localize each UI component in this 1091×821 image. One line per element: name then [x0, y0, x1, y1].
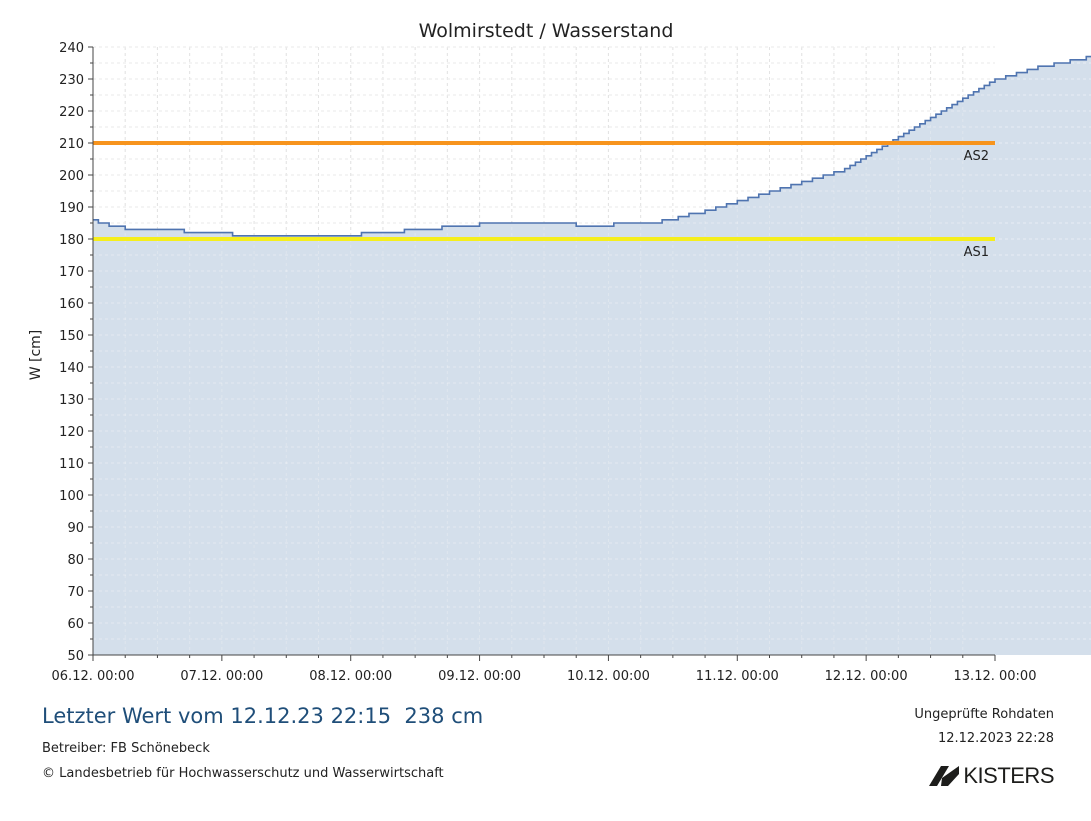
chart: Wolmirstedt / Wasserstand AS2 AS1 50 60 70 8… [28, 20, 1091, 684]
y-tick-label: 70 [67, 585, 84, 600]
x-tick-label: 10.12. 00:00 [567, 669, 650, 684]
operator-text: Betreiber: FB Schönebeck [42, 741, 210, 756]
y-tick-label: 230 [59, 73, 84, 88]
series-area [93, 46, 1091, 655]
chart-title: Wolmirstedt / Wasserstand [419, 20, 674, 42]
y-tick-label: 130 [59, 393, 84, 408]
x-tick-label: 13.12. 00:00 [954, 669, 1037, 684]
y-tick-label: 240 [59, 41, 84, 56]
y-tick-label: 140 [59, 361, 84, 376]
y-tick-label: 90 [67, 521, 84, 536]
y-tick-label: 210 [59, 137, 84, 152]
y-tick-label: 180 [59, 233, 84, 248]
x-tick-label: 12.12. 00:00 [825, 669, 908, 684]
y-tick-label: 50 [67, 649, 84, 664]
y-tick-label: 60 [67, 617, 84, 632]
series-fill [93, 56, 1091, 655]
y-tick-label: 150 [59, 329, 84, 344]
y-tick-label: 110 [59, 457, 84, 472]
y-tick-label: 190 [59, 201, 84, 216]
y-tick-label: 200 [59, 169, 84, 184]
threshold-label-as2: AS2 [964, 149, 989, 164]
threshold-lines: AS2 AS1 [93, 141, 995, 260]
x-tick-label: 11.12. 00:00 [696, 669, 779, 684]
axes: 50 60 70 80 90 100 110 120 130 140 150 160 170 180 190… [52, 41, 1037, 684]
y-tick-label: 170 [59, 265, 84, 280]
x-tick-label: 07.12. 00:00 [180, 669, 263, 684]
threshold-label-as1: AS1 [964, 245, 989, 260]
x-tick-label: 06.12. 00:00 [52, 669, 135, 684]
y-tick-label: 160 [59, 297, 84, 312]
latest-value-text: Letzter Wert vom 12.12.23 22:15 238 cm [42, 704, 484, 728]
y-tick-label: 80 [67, 553, 84, 568]
generated-timestamp: 12.12.2023 22:28 [937, 731, 1054, 746]
y-tick-label: 100 [59, 489, 84, 504]
x-tick-label: 08.12. 00:00 [309, 669, 392, 684]
copyright-text: © Landesbetrieb für Hochwasserschutz und… [42, 766, 444, 781]
x-tick-label: 09.12. 00:00 [438, 669, 521, 684]
y-axis-label: W [cm] [28, 330, 44, 381]
brand-name: KISTERS [963, 763, 1054, 788]
series-line [93, 55, 1091, 237]
y-tick-label: 120 [59, 425, 84, 440]
y-tick-label: 220 [59, 105, 84, 120]
raw-data-note: Ungeprüfte Rohdaten [914, 707, 1054, 722]
brand-logo: KISTERS [929, 763, 1054, 789]
kisters-logo-icon [929, 766, 960, 786]
